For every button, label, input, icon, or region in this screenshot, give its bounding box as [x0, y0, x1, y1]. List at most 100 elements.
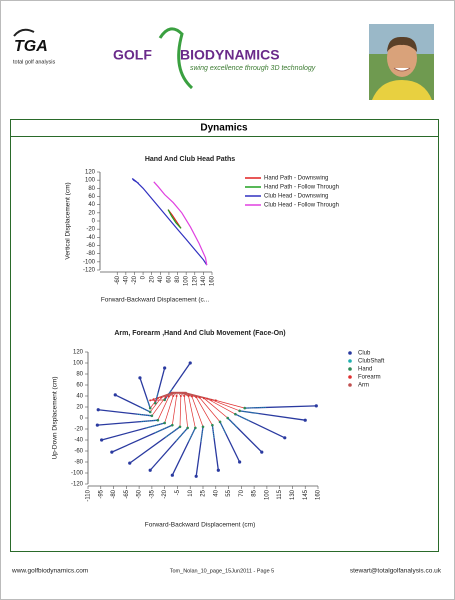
forearm-segment: [164, 395, 174, 424]
point: [138, 376, 142, 380]
x-tick-label: 100: [264, 489, 270, 500]
legend-label: Hand Path - Downswing: [264, 176, 328, 182]
point: [194, 474, 198, 478]
club-shaft: [235, 413, 286, 439]
y-tick-label: -20: [86, 227, 95, 233]
club-shaft: [149, 427, 189, 471]
club-shaft-near: [154, 424, 173, 434]
club-shaft: [98, 409, 152, 417]
point: [186, 426, 189, 430]
point: [210, 398, 213, 401]
x-tick-label: -60: [115, 275, 121, 284]
x-tick-label: 20: [149, 275, 155, 282]
legend-swatch: [348, 359, 352, 363]
point: [234, 412, 237, 416]
point: [149, 399, 152, 402]
forearm-segment: [211, 399, 240, 412]
point: [198, 396, 201, 399]
section-box: [10, 119, 439, 552]
point: [184, 391, 187, 394]
point: [163, 398, 166, 402]
x-tick-label: -110: [86, 489, 92, 501]
y-tick-label: 100: [85, 178, 96, 184]
point: [171, 423, 174, 427]
x-tick-label: 80: [175, 275, 181, 282]
point: [303, 418, 307, 422]
brand-word2: BIODYNAMICS: [180, 47, 280, 63]
brand-swoosh: [158, 27, 194, 90]
point: [152, 398, 155, 401]
point: [218, 420, 222, 424]
point: [178, 425, 182, 429]
footer-page: Tom_Nolan_10_page_15Jun2011 - Page 5: [170, 568, 274, 574]
x-tick-label: -40: [123, 275, 129, 284]
y-tick-label: 40: [76, 394, 83, 400]
x-tick-label: 25: [201, 489, 207, 496]
x-tick-label: 10: [188, 489, 194, 496]
x-tick-label: 55: [226, 489, 232, 496]
forearm-segment: [183, 395, 189, 428]
point: [172, 395, 175, 397]
x-tick-label: -50: [137, 489, 143, 498]
x-tick-label: 115: [277, 489, 283, 499]
club-shaft: [239, 410, 306, 421]
x-tick-label: 100: [184, 275, 190, 286]
y-tick-label: 80: [88, 186, 95, 192]
point: [314, 404, 318, 408]
y-tick-label: -80: [74, 460, 83, 466]
x-tick-label: 130: [290, 489, 296, 500]
y-tick-label: 120: [85, 170, 96, 176]
point: [260, 450, 264, 454]
footer-email: stewart@totalgolfanalysis.co.uk: [350, 568, 442, 575]
point: [148, 468, 152, 472]
y-tick-label: -80: [86, 251, 95, 257]
legend-swatch: [348, 375, 352, 379]
point: [160, 396, 163, 399]
x-tick-label: 160: [316, 489, 322, 500]
club-shaft: [139, 377, 151, 409]
club-shaft-near: [200, 426, 204, 442]
point: [153, 401, 157, 405]
point: [113, 393, 117, 397]
forearm-segment: [157, 396, 170, 421]
point: [163, 421, 166, 425]
club-shaft-near: [176, 427, 188, 441]
point: [243, 406, 247, 410]
y-tick-label: -120: [83, 268, 96, 274]
x-tick-label: -80: [111, 489, 117, 498]
x-tick-label: -95: [98, 489, 104, 498]
club-shaft: [111, 424, 173, 453]
club-shaft: [244, 405, 317, 409]
legend-label: Club: [358, 351, 371, 357]
club-shaft: [219, 421, 241, 463]
point: [148, 410, 152, 414]
y-tick-label: -120: [71, 482, 84, 488]
point: [211, 423, 214, 427]
forearm-segment: [191, 396, 204, 427]
legend-swatch: [348, 351, 352, 355]
point: [188, 361, 192, 365]
point: [95, 423, 99, 427]
point: [238, 409, 241, 413]
point: [170, 473, 174, 477]
x-tick-label: -20: [132, 275, 138, 284]
club-shaft-near: [239, 410, 260, 415]
y-tick-label: 40: [88, 202, 95, 208]
point: [175, 395, 178, 397]
brand-tagline: swing excellence through 3D technology: [190, 65, 316, 72]
arm-segment: [185, 392, 216, 401]
point: [195, 396, 198, 399]
x-tick-label: 120: [192, 275, 198, 286]
point: [164, 396, 167, 399]
y-tick-label: 20: [88, 210, 95, 216]
x-tick-label: 140: [201, 275, 207, 286]
forearm-segment: [203, 397, 228, 419]
y-tick-label: 20: [76, 405, 83, 411]
point: [206, 397, 209, 400]
point: [156, 418, 160, 422]
series-line: [167, 209, 182, 229]
y-tick-label: -100: [83, 259, 96, 265]
photo: [369, 24, 434, 100]
